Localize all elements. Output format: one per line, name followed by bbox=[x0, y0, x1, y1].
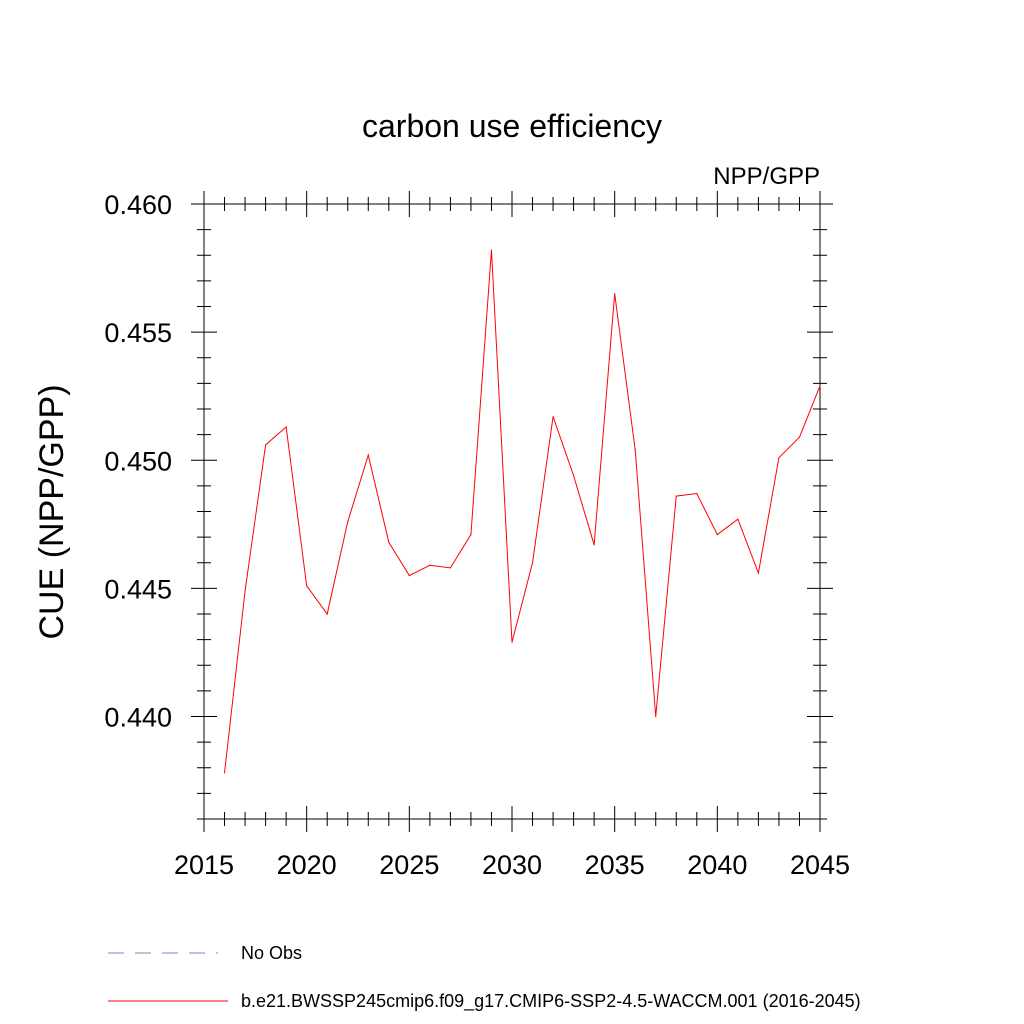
x-tick-label: 2020 bbox=[277, 850, 337, 880]
minor-ticks bbox=[197, 197, 827, 826]
y-tick-label: 0.455 bbox=[104, 318, 172, 348]
data-point bbox=[819, 385, 821, 387]
x-tick-label: 2025 bbox=[379, 850, 439, 880]
data-point bbox=[716, 533, 718, 536]
data-point bbox=[367, 454, 369, 456]
data-point bbox=[490, 249, 493, 251]
data-point bbox=[285, 426, 287, 428]
data-point bbox=[388, 541, 390, 543]
series-line bbox=[224, 250, 821, 773]
x-tick-label: 2040 bbox=[687, 850, 747, 880]
data-point bbox=[757, 572, 760, 574]
data-point bbox=[737, 518, 739, 520]
data-point bbox=[573, 475, 575, 477]
x-tick-label: 2035 bbox=[585, 850, 645, 880]
data-point bbox=[265, 444, 267, 446]
data-point bbox=[675, 495, 677, 497]
y-tick-label: 0.440 bbox=[104, 703, 172, 733]
y-axis-label: CUE (NPP/GPP) bbox=[33, 384, 71, 639]
data-point bbox=[655, 715, 657, 718]
legend-label: No Obs bbox=[241, 943, 302, 963]
data-point bbox=[223, 772, 226, 774]
x-tick-labels: 2015 2020 2025 2030 2035 2040 2045 bbox=[174, 850, 850, 880]
x-tick-label: 2045 bbox=[790, 850, 850, 880]
data-point bbox=[634, 449, 636, 451]
y-tick-labels: 0.440 0.445 0.450 0.455 0.460 bbox=[104, 190, 172, 733]
data-point bbox=[326, 613, 328, 615]
chart-subtitle: NPP/GPP bbox=[713, 163, 820, 190]
data-point bbox=[449, 567, 451, 569]
chart-title: carbon use efficiency bbox=[362, 108, 662, 144]
data-point bbox=[408, 574, 410, 577]
series-layer bbox=[223, 249, 821, 774]
y-tick-label: 0.460 bbox=[104, 190, 172, 220]
x-tick-label: 2015 bbox=[174, 850, 234, 880]
data-point bbox=[778, 457, 780, 459]
data-point bbox=[306, 585, 308, 587]
y-tick-label: 0.450 bbox=[104, 446, 172, 476]
data-point bbox=[531, 562, 534, 564]
data-point bbox=[614, 293, 616, 295]
data-point bbox=[593, 544, 595, 546]
data-point bbox=[244, 590, 246, 592]
legend: No Obs b.e21.BWSSP245cmip6.f09_g17.CMIP6-… bbox=[108, 943, 861, 1012]
data-point bbox=[470, 533, 472, 536]
data-point bbox=[552, 416, 554, 418]
data-point bbox=[696, 492, 698, 495]
major-ticks bbox=[191, 191, 833, 832]
data-point bbox=[798, 436, 801, 438]
plot-frame bbox=[203, 203, 821, 820]
data-point bbox=[347, 521, 349, 523]
x-tick-label: 2030 bbox=[482, 850, 542, 880]
y-tick-label: 0.445 bbox=[104, 574, 172, 604]
data-point bbox=[511, 641, 513, 643]
legend-label: b.e21.BWSSP245cmip6.f09_g17.CMIP6-SSP2-4… bbox=[241, 991, 861, 1012]
data-point bbox=[429, 564, 431, 566]
